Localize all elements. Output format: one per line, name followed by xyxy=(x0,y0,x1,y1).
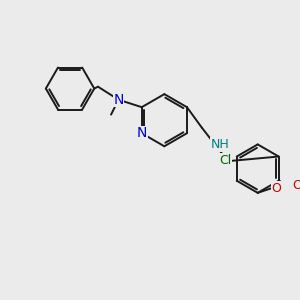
Text: O: O xyxy=(292,179,300,192)
Text: N: N xyxy=(113,93,124,107)
Text: Cl: Cl xyxy=(219,154,232,167)
Text: N: N xyxy=(136,126,147,140)
Text: O: O xyxy=(272,182,281,195)
Text: NH: NH xyxy=(211,138,230,151)
